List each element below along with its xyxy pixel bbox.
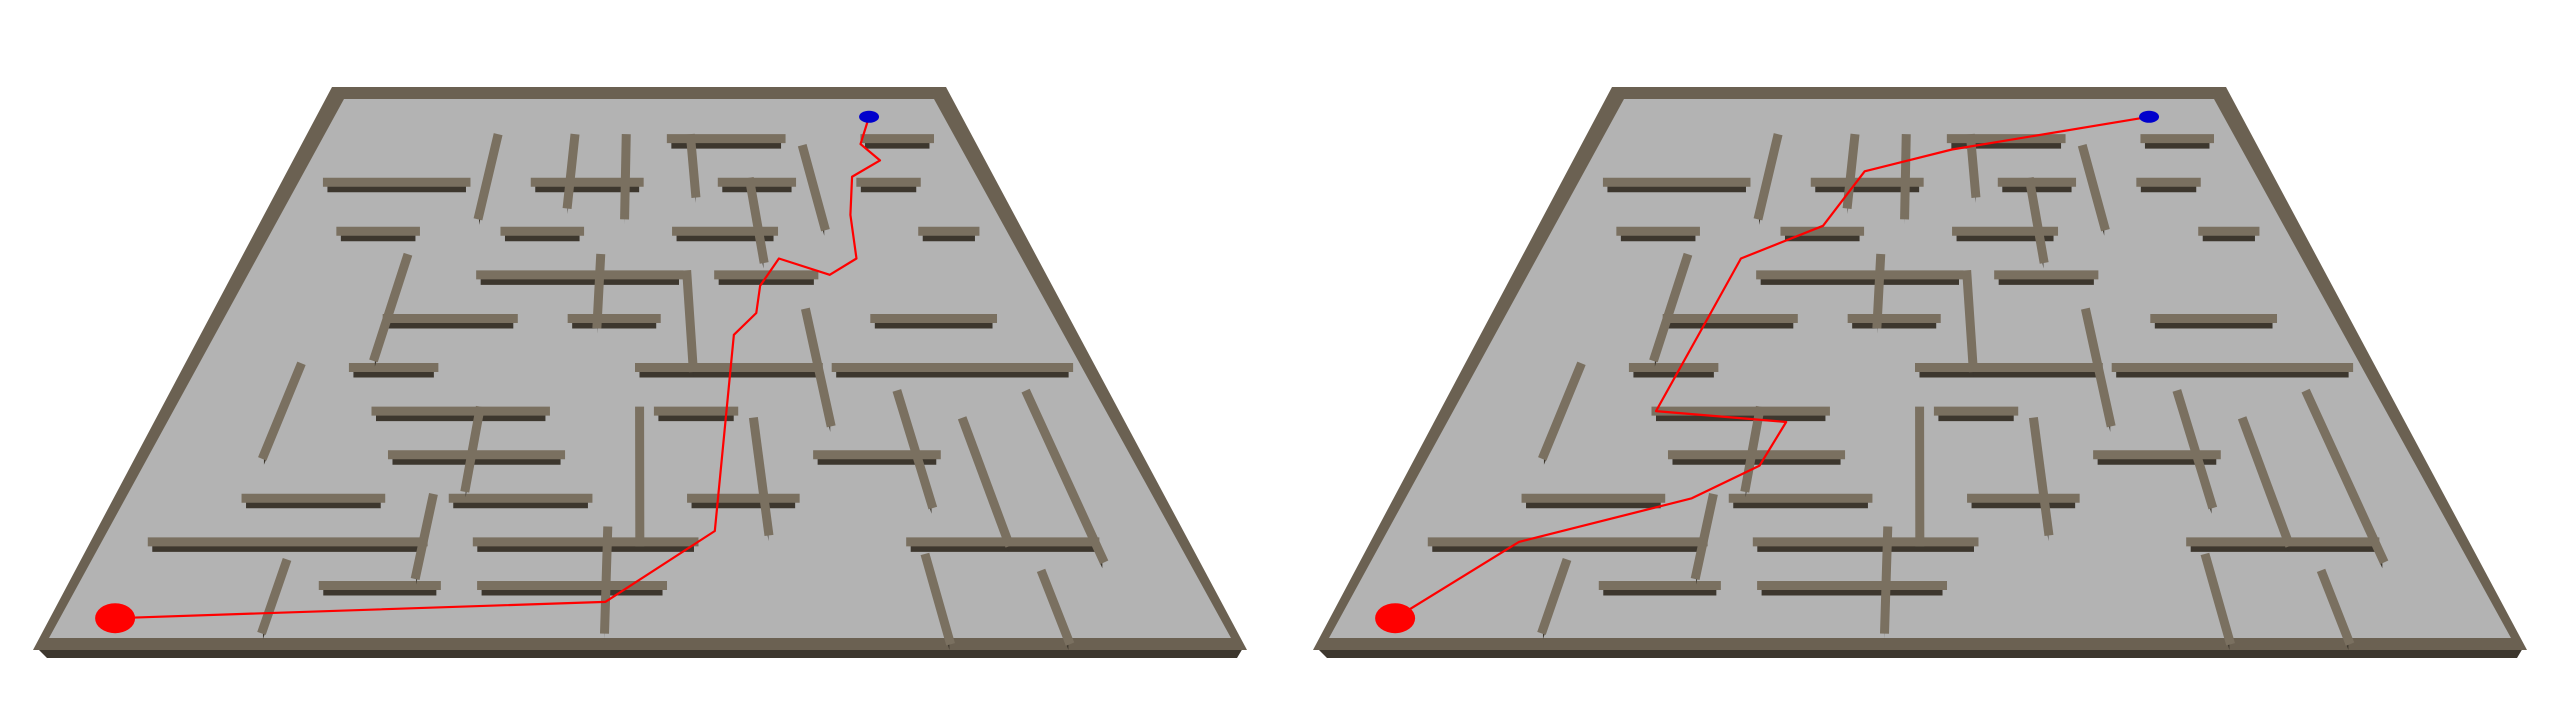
right-v-wall-top (1965, 133, 1981, 198)
right-v-wall-top (1537, 557, 1572, 635)
right-v-wall-top (2081, 307, 2116, 428)
right-v-wall-top (1649, 252, 1693, 363)
left-v-wall-top (410, 492, 438, 580)
right-v-wall-top (2028, 416, 2054, 537)
goal-marker-icon (859, 110, 880, 123)
right-maze-walls (1427, 133, 2389, 650)
right-v-wall-top (2237, 416, 2294, 548)
left-v-wall-top (957, 416, 1014, 548)
left-v-wall-top (620, 134, 631, 220)
goal-marker-icon (2139, 110, 2160, 123)
left-v-wall-top (562, 133, 580, 209)
right-v-wall-top (2200, 552, 2235, 646)
left-v-wall-top (258, 361, 306, 461)
maze-panel-left (33, 87, 1247, 658)
right-v-wall-top (1962, 270, 1978, 373)
left-v-wall-top (744, 176, 769, 264)
right-v-wall-top (1538, 361, 1586, 461)
left-v-wall-top (682, 270, 698, 373)
left-v-wall-top (801, 307, 836, 428)
left-v-wall-top (797, 143, 830, 232)
left-v-wall-top (748, 416, 774, 537)
right-v-wall-top (2316, 568, 2355, 646)
left-v-wall-top (473, 133, 503, 221)
right-v-wall-top (1690, 492, 1718, 580)
right-v-wall-top (2024, 176, 2049, 264)
left-solution-path (115, 116, 882, 620)
start-marker-icon (1375, 603, 1416, 634)
maze-panel-right (1313, 87, 2527, 658)
left-v-wall-top (892, 389, 938, 510)
left-v-wall-top (1021, 388, 1109, 565)
right-v-wall-top (2172, 389, 2218, 510)
right-v-wall-top (1879, 526, 1893, 634)
left-v-wall-top (920, 552, 955, 646)
left-v-wall-top (592, 253, 606, 329)
right-v-wall-top (1900, 134, 1911, 220)
left-v-wall-top (685, 133, 701, 198)
left-v-wall-top (599, 526, 613, 634)
start-marker-icon (95, 603, 136, 634)
left-v-wall-top (1036, 568, 1075, 646)
left-v-wall-top (369, 252, 413, 363)
left-maze-walls (147, 133, 1109, 650)
left-v-wall-top (257, 557, 292, 635)
right-v-wall-top (2077, 143, 2110, 232)
right-solution-path (1394, 115, 2150, 620)
right-v-wall-top (1740, 405, 1765, 493)
right-v-wall-top (2301, 388, 2389, 565)
right-v-wall-top (1753, 133, 1783, 221)
left-maze-base-edge (37, 648, 1243, 658)
left-v-wall-top (460, 405, 485, 493)
right-v-wall-top (1872, 253, 1886, 329)
right-maze-base-edge (1317, 648, 2523, 658)
